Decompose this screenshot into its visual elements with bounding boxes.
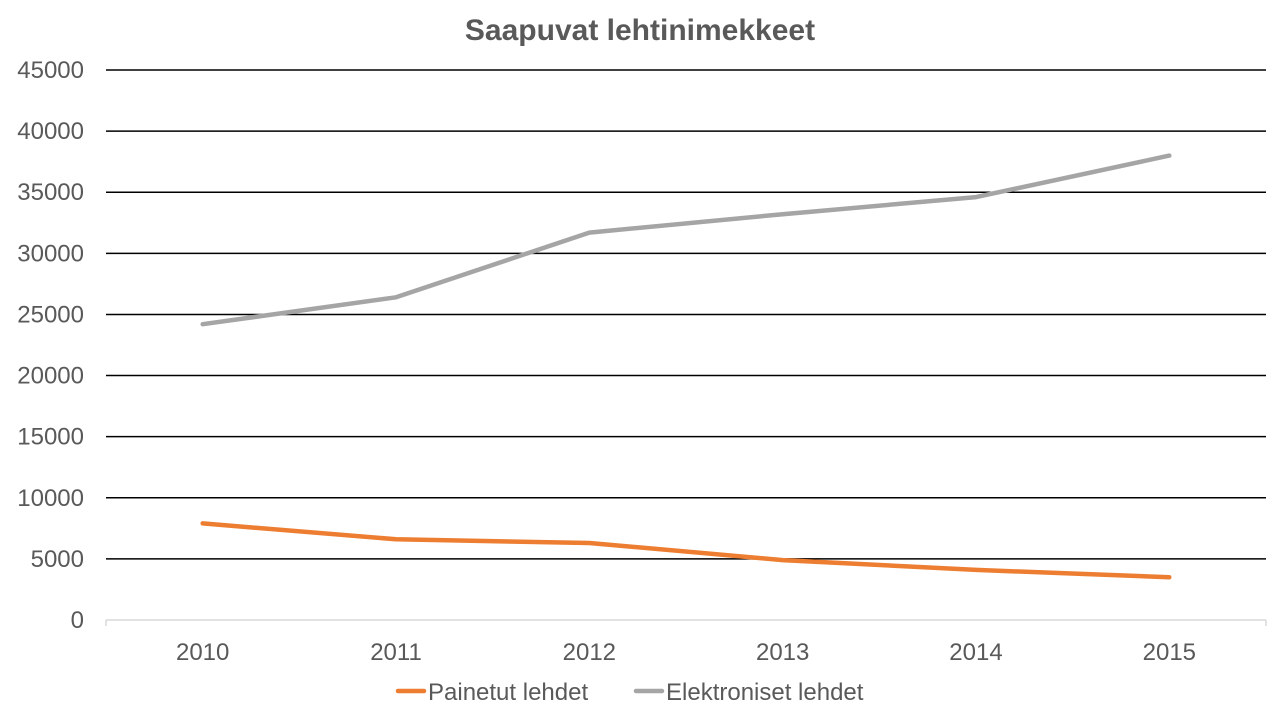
x-tick-label: 2011: [370, 639, 422, 666]
y-tick-label: 20000: [17, 363, 84, 390]
x-tick-label: 2010: [176, 639, 229, 666]
legend-label: Elektroniset lehdet: [666, 679, 864, 706]
chart-title: Saapuvat lehtinimekkeet: [465, 14, 815, 47]
y-tick-label: 25000: [17, 301, 84, 328]
x-tick-label: 2014: [949, 639, 1002, 666]
x-tick-label: 2013: [756, 639, 809, 666]
y-tick-label: 10000: [17, 485, 84, 512]
y-axis-ticks: 0 5000 10000 15000 20000 25000 30000 35000 40000…: [17, 57, 84, 634]
y-tick-label: 40000: [17, 118, 84, 145]
legend: Painetut lehdet Elektroniset lehdet: [395, 679, 864, 706]
y-tick-label: 5000: [31, 546, 84, 573]
series-lines: [200, 153, 1172, 580]
x-tick-label: 2015: [1143, 639, 1196, 666]
gridlines: [105, 69, 1267, 626]
y-tick-label: 0: [71, 607, 84, 634]
y-tick-label: 15000: [17, 424, 84, 451]
series-line-1: [200, 521, 1172, 580]
y-tick-label: 30000: [17, 240, 84, 267]
x-tick-label: 2012: [563, 639, 616, 666]
series-line-2: [200, 153, 1172, 327]
x-axis-ticks: 2010 2011 2012 2013 2014 2015: [176, 639, 1196, 666]
y-tick-label: 45000: [17, 57, 84, 84]
y-tick-label: 35000: [17, 179, 84, 206]
legend-label: Painetut lehdet: [428, 679, 588, 706]
